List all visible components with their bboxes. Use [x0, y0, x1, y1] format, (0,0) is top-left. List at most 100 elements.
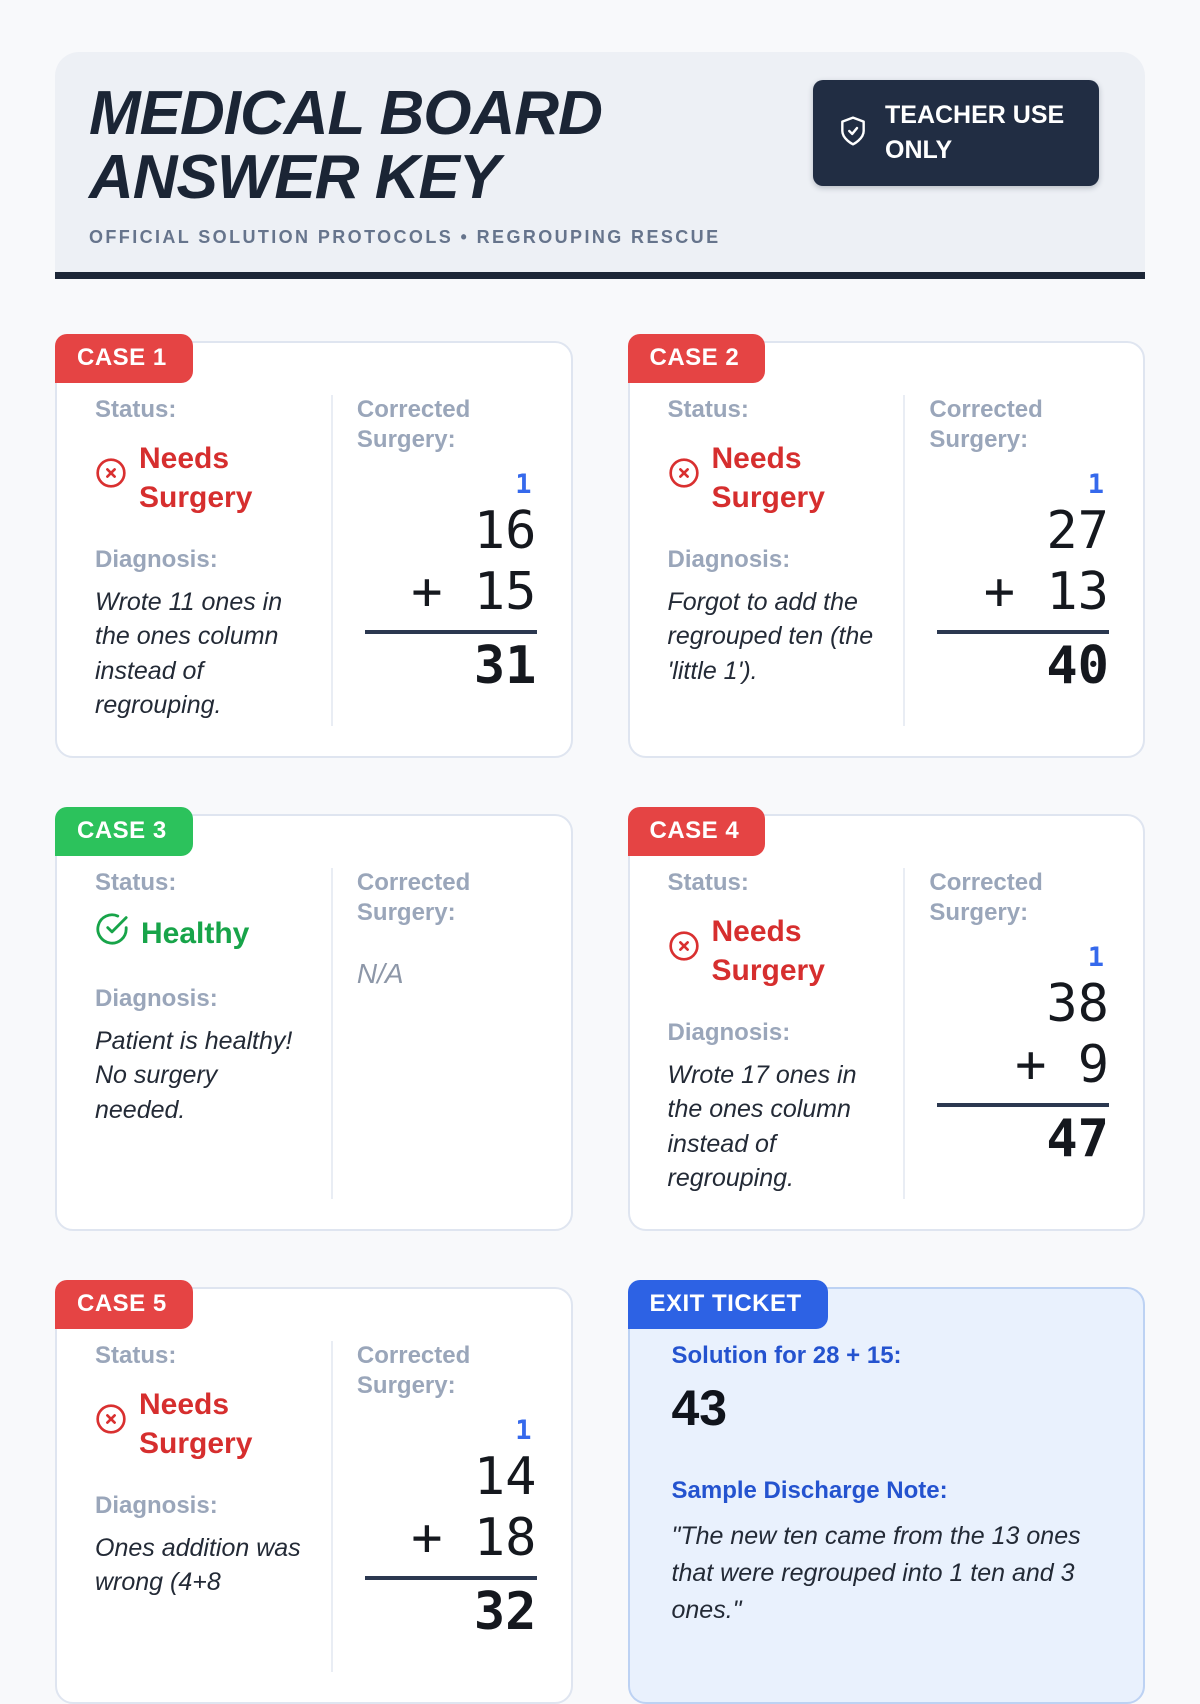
- diagnosis-text: Wrote 17 ones in the ones column instead…: [667, 1060, 857, 1193]
- sum-rule: [937, 629, 1109, 634]
- diagnosis-label: Diagnosis:: [95, 984, 218, 1012]
- x-circle-icon: [668, 930, 700, 972]
- addend-bottom: + 18: [411, 1507, 537, 1568]
- teacher-badge-label: TEACHER USE ONLY: [885, 101, 1065, 164]
- case-2-badge: CASE 2: [627, 333, 766, 383]
- corrected-surgery-label: Corrected Surgery:: [356, 1341, 471, 1399]
- solution-value: 43: [671, 1379, 728, 1436]
- x-circle-icon: [95, 1403, 127, 1445]
- status-text: Needs Surgery: [711, 441, 825, 514]
- sum-rule: [364, 629, 537, 634]
- sum-result: 32: [473, 1581, 537, 1642]
- case-5-left-column: Status: Needs Surgery Diagnosis: Ones a: [95, 1341, 307, 1672]
- masthead: MEDICAL BOARD ANSWER KEY OFFICIAL SOLUTI…: [55, 52, 1145, 279]
- x-circle-icon: [95, 457, 127, 499]
- case-4-right-column: Corrected Surgery: 1 38 + 9 47: [929, 868, 1109, 1199]
- column-divider: [903, 867, 906, 1199]
- carry-digit: 1: [1087, 941, 1104, 973]
- case-3-right-column: Corrected Surgery: N/A: [357, 868, 537, 1199]
- sum-result: 47: [1046, 1108, 1109, 1169]
- status-value: Needs Surgery: [668, 912, 880, 990]
- case-1-right-column: Corrected Surgery: 1 16 + 15 31: [357, 395, 537, 726]
- column-divider: [330, 867, 333, 1199]
- diagnosis-label: Diagnosis:: [95, 545, 218, 573]
- discharge-note-text: "The new ten came from the 13 ones that …: [671, 1521, 1081, 1624]
- case-3-badge: CASE 3: [55, 806, 193, 856]
- status-value: Needs Surgery: [668, 439, 880, 517]
- addend-bottom: + 13: [983, 561, 1109, 622]
- addend-top: 38: [1046, 974, 1109, 1035]
- corrected-surgery-math: 1 27 + 13 40: [929, 469, 1109, 696]
- corrected-surgery-math: 1 38 + 9 47: [929, 942, 1109, 1169]
- case-2-left-column: Status: Needs Surgery Diagnosis: Forgot: [668, 395, 880, 726]
- status-value: Healthy: [95, 912, 307, 956]
- exit-ticket-card: EXIT TICKET Solution for 28 + 15: 43 Sam…: [627, 1279, 1145, 1704]
- status-text: Needs Surgery: [139, 1387, 253, 1460]
- status-text: Healthy: [141, 917, 250, 951]
- corrected-surgery-label: Corrected Surgery:: [356, 395, 471, 453]
- page-title: MEDICAL BOARD ANSWER KEY: [89, 81, 1111, 213]
- discharge-note-label: Sample Discharge Note:: [671, 1476, 948, 1504]
- case-4-badge: CASE 4: [627, 806, 766, 856]
- column-divider: [330, 394, 333, 726]
- x-circle-icon: [668, 457, 700, 499]
- case-4-card: CASE 4 Status: Needs Surgery: [627, 806, 1145, 1231]
- status-text: Needs Surgery: [139, 441, 253, 514]
- status-text: Needs Surgery: [711, 914, 825, 987]
- corrected-surgery-label: Corrected Surgery:: [929, 868, 1043, 926]
- case-5-badge: CASE 5: [55, 1279, 193, 1329]
- case-4-left-column: Status: Needs Surgery Diagnosis: Wrote: [668, 868, 880, 1199]
- sum-rule: [937, 1102, 1109, 1107]
- addend-top: 16: [473, 501, 537, 562]
- shield-check-icon: [837, 115, 869, 152]
- addend-bottom: + 9: [1015, 1034, 1109, 1095]
- case-3-left-column: Status: Healthy Diagnosis: Patient is he…: [95, 868, 307, 1199]
- column-divider: [903, 394, 906, 726]
- case-5-card: CASE 5 Status: Needs Surgery: [55, 1279, 573, 1704]
- sum-result: 40: [1046, 635, 1109, 696]
- corrected-surgery-na: N/A: [356, 957, 404, 989]
- carry-digit: 1: [515, 468, 532, 500]
- column-divider: [330, 1340, 333, 1672]
- case-5-body: Status: Needs Surgery Diagnosis: Ones a: [95, 1340, 537, 1672]
- page-title-line2: ANSWER KEY: [89, 143, 500, 213]
- diagnosis-text: Ones addition was wrong (4+8: [95, 1533, 301, 1597]
- case-3-card: CASE 3 Status: Healthy Diagnosis:: [55, 806, 573, 1231]
- status-label: Status:: [95, 868, 177, 896]
- carry-digit: 1: [1087, 468, 1104, 500]
- sum-rule: [364, 1575, 537, 1580]
- corrected-surgery-label: Corrected Surgery:: [356, 868, 471, 926]
- diagnosis-label: Diagnosis:: [95, 1491, 218, 1519]
- status-label: Status:: [667, 868, 749, 896]
- case-3-body: Status: Healthy Diagnosis: Patient is he…: [95, 867, 537, 1199]
- case-2-card: CASE 2 Status: Needs Surgery: [627, 333, 1145, 758]
- carry-digit: 1: [515, 1414, 532, 1446]
- status-value: Needs Surgery: [95, 439, 307, 517]
- case-2-right-column: Corrected Surgery: 1 27 + 13 40: [929, 395, 1109, 726]
- status-label: Status:: [95, 395, 177, 423]
- case-1-left-column: Status: Needs Surgery Diagnosis: Wrote: [95, 395, 307, 726]
- diagnosis-text: Forgot to add the regrouped ten (the 'li…: [667, 587, 874, 685]
- case-1-badge: CASE 1: [55, 333, 193, 383]
- diagnosis-text: Wrote 11 ones in the ones column instead…: [95, 587, 283, 720]
- exit-ticket-badge: EXIT TICKET: [627, 1279, 828, 1329]
- case-4-body: Status: Needs Surgery Diagnosis: Wrote: [668, 867, 1109, 1199]
- corrected-surgery-math: 1 16 + 15 31: [357, 469, 537, 696]
- solution-label: Solution for 28 + 15:: [671, 1341, 902, 1369]
- sum-result: 31: [473, 635, 537, 696]
- page: MEDICAL BOARD ANSWER KEY OFFICIAL SOLUTI…: [55, 52, 1145, 1704]
- corrected-surgery-label: Corrected Surgery:: [929, 395, 1043, 453]
- status-label: Status:: [95, 1341, 177, 1369]
- addend-bottom: + 15: [411, 561, 537, 622]
- status-value: Needs Surgery: [95, 1385, 307, 1463]
- case-5-right-column: Corrected Surgery: 1 14 + 18 32: [357, 1341, 537, 1672]
- diagnosis-label: Diagnosis:: [667, 545, 791, 573]
- check-circle-icon: [95, 912, 129, 956]
- case-1-body: Status: Needs Surgery Diagnosis: Wrote: [95, 394, 537, 726]
- exit-ticket-body: Solution for 28 + 15: 43 Sample Discharg…: [672, 1341, 1104, 1629]
- diagnosis-text: Patient is healthy! No surgery needed.: [95, 1026, 293, 1124]
- diagnosis-label: Diagnosis:: [667, 1018, 791, 1046]
- page-subtitle: OFFICIAL SOLUTION PROTOCOLS • REGROUPING…: [89, 226, 721, 247]
- corrected-surgery-math: 1 14 + 18 32: [357, 1415, 537, 1642]
- case-2-body: Status: Needs Surgery Diagnosis: Forgot: [668, 394, 1109, 726]
